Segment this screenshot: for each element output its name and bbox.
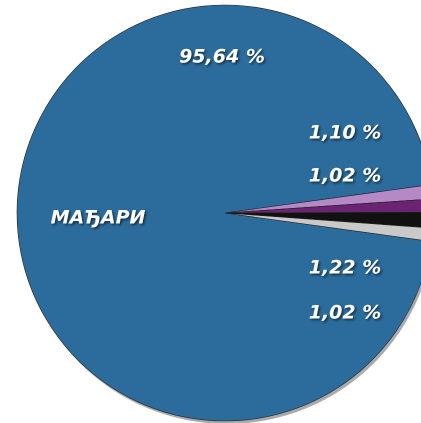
value-label: 1,22 % xyxy=(309,257,382,279)
value-label: 1,02 % xyxy=(309,302,382,324)
category-label: МАЂАРИ xyxy=(51,207,146,229)
value-label: 1,10 % xyxy=(309,122,382,144)
value-label: 1,02 % xyxy=(309,165,382,187)
pie-slice xyxy=(224,212,421,241)
pie-slice xyxy=(16,4,421,422)
pie-slice xyxy=(224,199,421,214)
pie-slice xyxy=(224,185,421,214)
value-label: 95,64 % xyxy=(179,46,265,68)
